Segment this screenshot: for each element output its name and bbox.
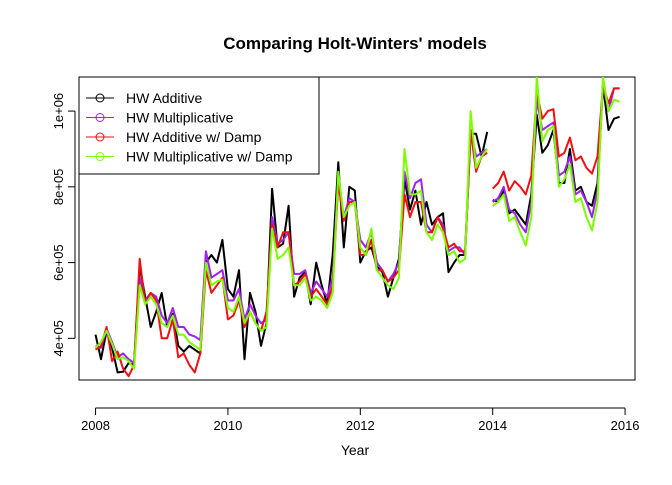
legend: HW Additive HW Multiplicative HW Additive … [78, 76, 320, 175]
legend-label: HW Additive w/ Damp [126, 129, 262, 145]
x-tick-label: 2008 [81, 418, 110, 433]
plot-frame [78, 76, 636, 381]
legend-swatch-marker [95, 93, 105, 103]
legend-swatch-marker [95, 152, 105, 161]
legend-swatch-marker [95, 132, 105, 142]
series-layer [94, 77, 620, 378]
series-line-3 [94, 129, 488, 378]
series-line-4 [94, 110, 489, 370]
legend-label: HW Multiplicative [126, 110, 234, 126]
y-tick-label: 1e+06 [51, 93, 66, 130]
y-tick-label: 8e+05 [51, 169, 66, 206]
legend-swatch-marker [95, 113, 105, 122]
axis-layer: 2008 2010 2012 2014 2016 4e+05 6e+05 8e+05 1e+06 [51, 93, 640, 433]
x-tick-label: 2014 [478, 418, 507, 433]
x-axis-label: Year [341, 442, 370, 458]
series-line-4 [492, 77, 620, 247]
x-tick-label: 2012 [346, 418, 375, 433]
x-tick-label: 2016 [611, 418, 640, 433]
y-tick-label: 4e+05 [51, 320, 66, 357]
x-tick-label: 2010 [213, 418, 242, 433]
legend-label: HW Multiplicative w/ Damp [126, 149, 293, 165]
legend-box [78, 76, 320, 175]
chart-title: Comparing Holt-Winters' models [223, 34, 487, 53]
legend-label: HW Additive [126, 90, 202, 106]
y-tick-label: 6e+05 [51, 244, 66, 281]
series-line-3 [491, 83, 620, 196]
